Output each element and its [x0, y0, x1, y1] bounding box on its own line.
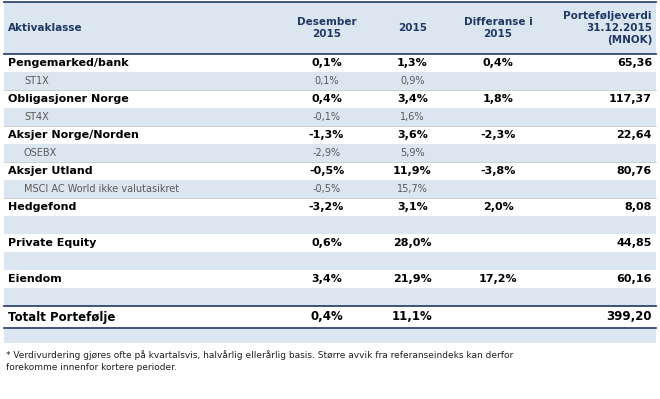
Text: -1,3%: -1,3%: [309, 130, 344, 140]
Bar: [4, 288, 656, 306]
Text: Aksjer Norge/Norden: Aksjer Norge/Norden: [8, 130, 139, 140]
Text: 5,9%: 5,9%: [400, 148, 425, 158]
Text: 3,4%: 3,4%: [397, 94, 428, 104]
Text: * Verdivurdering gjøres ofte på kvartalsvis, halvårlig ellerårlig basis. Større : * Verdivurdering gjøres ofte på kvartals…: [6, 350, 513, 372]
Text: Desember
2015: Desember 2015: [297, 17, 356, 39]
Text: 0,6%: 0,6%: [311, 238, 342, 248]
Text: 11,9%: 11,9%: [393, 166, 432, 176]
Text: 65,36: 65,36: [616, 58, 652, 68]
Bar: [4, 329, 656, 343]
Bar: [4, 162, 656, 180]
Bar: [4, 108, 656, 126]
Bar: [4, 270, 656, 288]
Text: -0,5%: -0,5%: [312, 184, 341, 194]
Text: ST4X: ST4X: [24, 112, 49, 122]
Text: 11,1%: 11,1%: [392, 310, 433, 324]
Bar: [4, 234, 656, 252]
Text: 21,9%: 21,9%: [393, 274, 432, 284]
Bar: [4, 2, 656, 54]
Text: 28,0%: 28,0%: [393, 238, 432, 248]
Text: -0,5%: -0,5%: [309, 166, 344, 176]
Bar: [4, 198, 656, 216]
Bar: [4, 252, 656, 270]
Text: 60,16: 60,16: [616, 274, 652, 284]
Text: 80,76: 80,76: [616, 166, 652, 176]
Text: 1,6%: 1,6%: [400, 112, 425, 122]
Text: Pengemarked/bank: Pengemarked/bank: [8, 58, 129, 68]
Bar: [4, 126, 656, 144]
Text: MSCI AC World ikke valutasikret: MSCI AC World ikke valutasikret: [24, 184, 179, 194]
Text: 1,8%: 1,8%: [482, 94, 513, 104]
Text: ST1X: ST1X: [24, 76, 49, 86]
Text: Aktivaklasse: Aktivaklasse: [8, 23, 82, 33]
Text: 3,1%: 3,1%: [397, 202, 428, 212]
Text: OSEBX: OSEBX: [24, 148, 57, 158]
Text: -2,9%: -2,9%: [312, 148, 341, 158]
Text: 17,2%: 17,2%: [478, 274, 517, 284]
Bar: [4, 54, 656, 72]
Text: Differanse i
2015: Differanse i 2015: [463, 17, 533, 39]
Text: 22,64: 22,64: [616, 130, 652, 140]
Text: -3,2%: -3,2%: [309, 202, 344, 212]
Text: 0,1%: 0,1%: [314, 76, 339, 86]
Bar: [4, 306, 656, 328]
Text: 0,4%: 0,4%: [311, 94, 342, 104]
Text: 1,3%: 1,3%: [397, 58, 428, 68]
Text: 3,4%: 3,4%: [311, 274, 342, 284]
Bar: [4, 216, 656, 234]
Text: 0,4%: 0,4%: [310, 310, 343, 324]
Text: -3,8%: -3,8%: [480, 166, 515, 176]
Text: -0,1%: -0,1%: [312, 112, 341, 122]
Text: Private Equity: Private Equity: [8, 238, 96, 248]
Text: 3,6%: 3,6%: [397, 130, 428, 140]
Text: Eiendom: Eiendom: [8, 274, 62, 284]
Text: 117,37: 117,37: [609, 94, 652, 104]
Text: 2,0%: 2,0%: [482, 202, 513, 212]
Text: -2,3%: -2,3%: [480, 130, 515, 140]
Text: 8,08: 8,08: [624, 202, 652, 212]
Text: 399,20: 399,20: [607, 310, 652, 324]
Text: Hedgefond: Hedgefond: [8, 202, 77, 212]
Text: Obligasjoner Norge: Obligasjoner Norge: [8, 94, 129, 104]
Bar: [4, 144, 656, 162]
Bar: [4, 180, 656, 198]
Text: 0,1%: 0,1%: [311, 58, 342, 68]
Text: Totalt Portefølje: Totalt Portefølje: [8, 310, 115, 324]
Text: Porteføljeverdi
31.12.2015
(MNOK): Porteføljeverdi 31.12.2015 (MNOK): [564, 11, 652, 45]
Text: 15,7%: 15,7%: [397, 184, 428, 194]
Text: 0,9%: 0,9%: [400, 76, 425, 86]
Text: Aksjer Utland: Aksjer Utland: [8, 166, 92, 176]
Text: 0,4%: 0,4%: [482, 58, 513, 68]
Bar: [4, 72, 656, 90]
Text: 2015: 2015: [398, 23, 427, 33]
Bar: [4, 90, 656, 108]
Text: 44,85: 44,85: [616, 238, 652, 248]
